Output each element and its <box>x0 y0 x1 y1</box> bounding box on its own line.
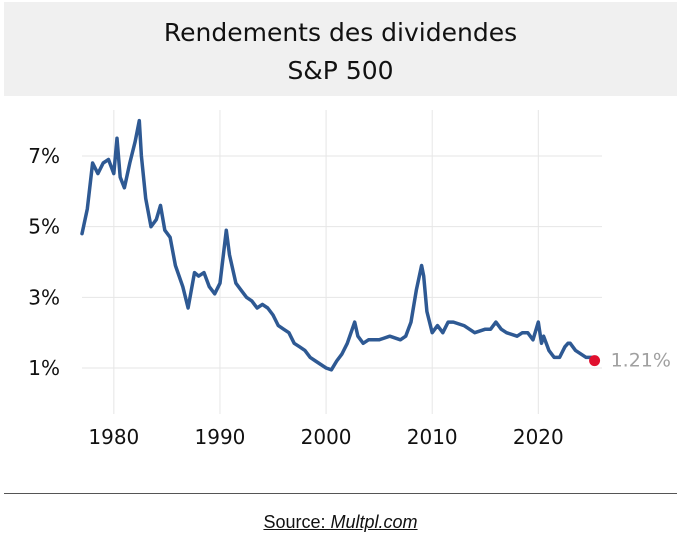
source-label: Source: <box>263 512 326 532</box>
y-tick-label: 1% <box>28 356 60 380</box>
series-line <box>80 118 597 372</box>
x-tick-label: 1990 <box>195 425 246 449</box>
source-link[interactable]: Multpl.com <box>330 512 418 532</box>
source-note: Source: Multpl.com <box>0 512 681 533</box>
x-tick-label: 2000 <box>301 425 352 449</box>
y-tick-label: 3% <box>28 285 60 309</box>
end-point-marker <box>589 355 601 367</box>
end-point-label: 1.21% <box>611 350 671 372</box>
x-tick-label: 1980 <box>88 425 139 449</box>
y-tick-label: 7% <box>28 144 60 168</box>
dividend-yield-chart: 1980 1990 2000 2010 2020 1% 3% 5% 7% 1.21% <box>28 110 671 449</box>
title-band: Rendements des dividendes S&P 500 <box>4 2 677 96</box>
x-tick-label: 2010 <box>407 425 458 449</box>
chart-subtitle: S&P 500 <box>287 56 394 85</box>
x-tick-label: 2020 <box>513 425 564 449</box>
footer-divider <box>4 493 677 494</box>
chart-title: Rendements des dividendes <box>163 18 518 47</box>
y-tick-label: 5% <box>28 215 60 239</box>
